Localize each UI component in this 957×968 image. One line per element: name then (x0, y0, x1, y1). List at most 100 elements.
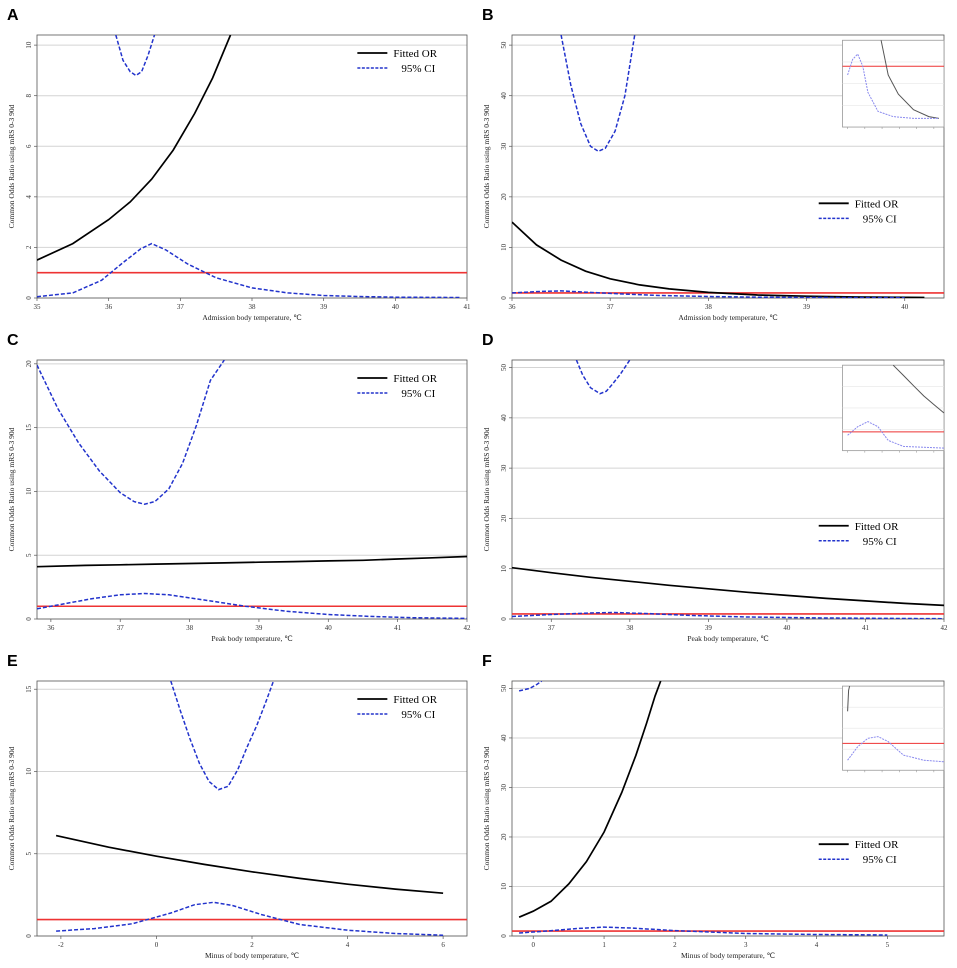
panel-a-xtick-label: 41 (464, 303, 472, 311)
panel-f-xtick-label: 0 (531, 941, 535, 949)
panel-b-xtick-label: 38 (705, 303, 713, 311)
panel-a-xtick-label: 35 (34, 303, 42, 311)
panel-d-legend-ci-label: 95% CI (863, 536, 897, 548)
panel-c-letter: C (7, 332, 19, 349)
panel-c-xtick-label: 37 (117, 624, 125, 632)
panel-a-ytick-label: 8 (25, 93, 33, 97)
panel-e-ci-lower-line (56, 901, 444, 936)
panel-a-ci-lower-line (37, 242, 460, 298)
panel-a-ytick-label: 0 (25, 296, 33, 300)
panel-f-ci-upper-line (518, 681, 543, 692)
panel-f-legend: Fitted OR 95% CI (818, 839, 899, 866)
panel-d-ytick-label: 20 (500, 514, 508, 522)
panel-c: C 0 5 10 15 20 36 37 38 39 40 41 42 Peak body tempera… (7, 332, 471, 643)
panel-f-ytick-label: 50 (500, 684, 508, 692)
panel-a-ytick-label: 4 (25, 195, 33, 199)
panel-e-xtick-label: 0 (155, 941, 159, 949)
panel-f-ytick-label: 20 (500, 833, 508, 841)
panel-c-ytick-label: 0 (25, 617, 33, 621)
panel-e: E 0 5 10 15 -2 0 2 4 6 Minus of body temperature, … (7, 653, 468, 960)
panel-b-ytick-label: 50 (500, 41, 508, 49)
panel-c-ci-upper-line (37, 360, 225, 505)
panel-d-ytick-label: 10 (500, 565, 508, 573)
panel-a-xtick-label: 39 (320, 303, 328, 311)
panel-d-xtick-label: 42 (941, 624, 949, 632)
panel-b-inset-fitted-line (880, 40, 939, 119)
panel-d-ytick-label: 0 (500, 617, 508, 621)
panel-b-ci-lower-line (512, 290, 905, 298)
panel-a: A 0 2 4 6 8 10 35 36 37 38 39 40 41 Admission body tem… (7, 7, 471, 322)
panel-c-legend-ci-label: 95% CI (401, 388, 435, 400)
panel-c-legend: Fitted OR 95% CI (357, 373, 438, 400)
panel-d-ytick-label: 30 (500, 464, 508, 472)
panel-c-ci-lower-line (37, 592, 467, 619)
panel-c-xtick-label: 38 (186, 624, 194, 632)
panel-f-xtick-label: 5 (886, 941, 890, 949)
panel-f-ytick-label: 10 (500, 882, 508, 890)
panel-d-yaxis-title: Common Odds Ratio using mRS 0-3 90d (482, 427, 491, 551)
panel-b-yaxis-title: Common Odds Ratio using mRS 0-3 90d (482, 104, 491, 228)
panel-b-legend-fitted-label: Fitted OR (855, 198, 899, 210)
panel-b-xtick-label: 39 (803, 303, 811, 311)
panel-e-letter: E (7, 653, 18, 670)
panel-d-inset-fitted-line (892, 364, 945, 414)
panel-a-xtick-label: 40 (392, 303, 400, 311)
panel-c-xtick-label: 40 (325, 624, 333, 632)
panel-f-xtick-label: 1 (602, 941, 606, 949)
panel-d-inset-ci-line (847, 421, 945, 449)
panel-e-ci-upper-line (170, 681, 275, 791)
panel-f: F 0 10 20 30 40 50 0 1 2 3 4 5 Minus of body temperat… (482, 653, 945, 960)
panel-f-yaxis-title: Common Odds Ratio using mRS 0-3 90d (482, 746, 491, 870)
panel-c-ytick-label: 5 (25, 553, 33, 557)
panel-c-ytick-label: 10 (25, 487, 33, 495)
panel-c-xtick-label: 42 (464, 624, 472, 632)
panel-f-inset-ci-line (847, 736, 945, 763)
panel-d-fitted-or-line (512, 566, 944, 607)
panel-b-ytick-label: 10 (500, 243, 508, 251)
panel-f-inset-fitted-line (847, 685, 851, 712)
panel-f-inset (842, 685, 945, 773)
panel-f-xtick-label: 4 (815, 941, 819, 949)
panel-f-letter: F (482, 653, 492, 670)
panel-d-xaxis-title: Peak body temperature, ℃ (687, 634, 769, 643)
panel-a-legend-fitted-label: Fitted OR (393, 48, 437, 60)
panel-c-xtick-label: 41 (394, 624, 402, 632)
panel-e-xtick-label: 4 (346, 941, 350, 949)
panel-e-ytick-label: 0 (25, 934, 33, 938)
panel-b-xaxis-title: Admission body temperature, ℃ (678, 313, 778, 322)
panel-b-letter: B (482, 7, 494, 24)
panel-f-ci-lower-line (519, 926, 888, 936)
panel-b-ytick-label: 30 (500, 142, 508, 150)
panel-e-xtick-label: 6 (441, 941, 445, 949)
panel-b-legend: Fitted OR 95% CI (818, 198, 899, 225)
panel-d: D 0 10 20 30 40 50 37 38 39 40 41 42 Peak body temper… (482, 332, 948, 643)
panel-d-ytick-label: 50 (500, 364, 508, 372)
panel-d-inset (842, 364, 945, 453)
panel-d-xtick-label: 41 (862, 624, 870, 632)
panel-c-xtick-label: 39 (255, 624, 263, 632)
panel-e-xtick-label: -2 (58, 941, 64, 949)
panel-d-xtick-label: 39 (705, 624, 713, 632)
panel-e-xaxis-title: Minus of body temperature, ℃ (205, 951, 300, 960)
panel-b: B 0 10 20 30 40 50 36 37 38 39 40 Admission body tem… (482, 7, 945, 322)
panel-a-fitted-or-line (37, 35, 232, 261)
panel-a-letter: A (7, 7, 19, 24)
panel-b-ytick-label: 0 (500, 296, 508, 300)
panel-b-inset (842, 39, 945, 130)
panel-f-plot-frame (511, 680, 945, 937)
panel-f-ytick-label: 0 (500, 934, 508, 938)
panel-a-legend-ci-label: 95% CI (401, 63, 435, 75)
panel-d-ci-lower-line (512, 611, 944, 619)
panel-d-xtick-label: 38 (626, 624, 634, 632)
panel-e-legend-ci-label: 95% CI (401, 709, 435, 721)
panel-e-legend-fitted-label: Fitted OR (393, 694, 437, 706)
panel-c-ytick-label: 20 (25, 360, 33, 368)
panel-e-legend: Fitted OR 95% CI (357, 694, 438, 721)
panel-d-plot-frame (511, 359, 945, 620)
panel-c-xaxis-title: Peak body temperature, ℃ (211, 634, 293, 643)
panel-e-fitted-or-line (55, 834, 444, 895)
panel-b-xtick-label: 40 (901, 303, 909, 311)
panel-b-ci-upper-line (560, 35, 636, 153)
panel-e-ytick-label: 5 (25, 851, 33, 855)
